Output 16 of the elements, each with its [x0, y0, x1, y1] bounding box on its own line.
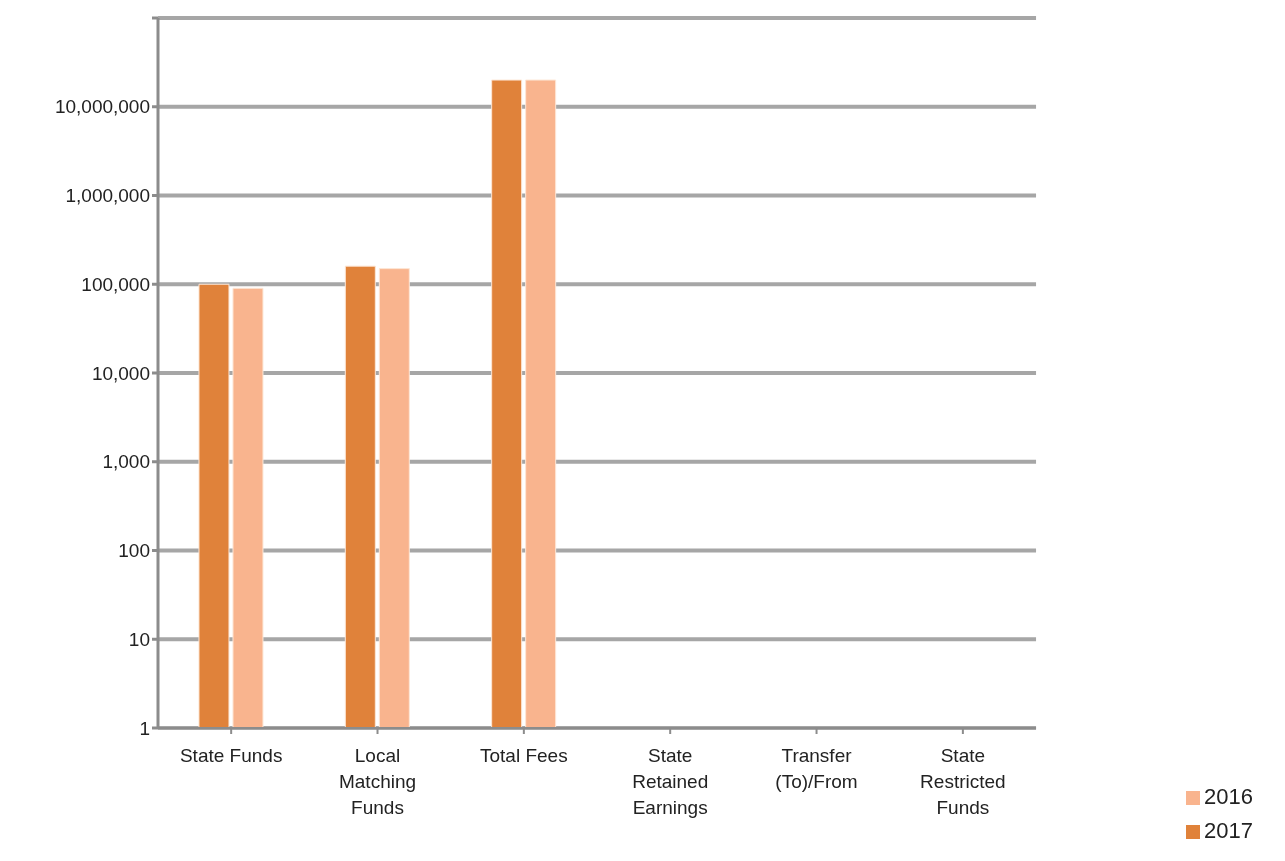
y-tick-label: 10,000,000 [54, 96, 150, 118]
x-tick-label: State Funds [179, 745, 283, 766]
y-tick-label: 1,000 [102, 451, 150, 473]
y-tick-label: 1,000,000 [65, 185, 150, 207]
x-tick-label: Local Matching Funds [338, 745, 417, 818]
x-tick-label: State Retained Earnings [632, 745, 709, 818]
legend-label: 2016 [1204, 784, 1253, 809]
y-tick-label: 100 [118, 540, 150, 562]
y-tick-label: 10 [128, 628, 150, 650]
x-tick-label: State Restricted Funds [920, 745, 1006, 818]
x-tick-label: Transfer (To)/From [775, 745, 858, 792]
x-tick-label: Total Fees [480, 745, 568, 766]
legend-label: 2017 [1204, 818, 1253, 843]
y-tick-label: 100,000 [81, 273, 150, 295]
y-tick-label: 10,000 [91, 362, 150, 384]
y-tick-label: 1 [139, 717, 150, 739]
